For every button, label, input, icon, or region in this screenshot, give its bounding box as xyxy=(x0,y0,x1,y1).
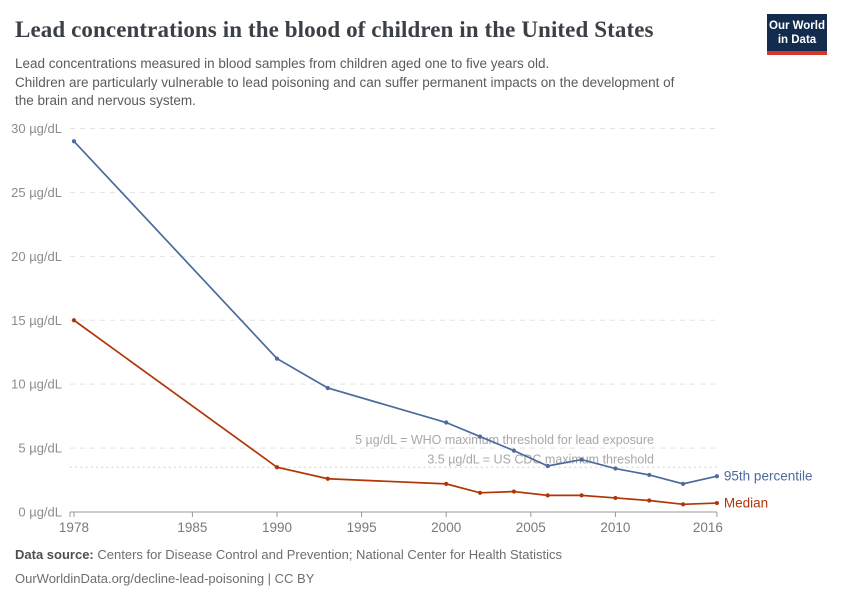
threshold-annotation: 3.5 µg/dL = US CDC maximum threshold xyxy=(427,452,654,466)
data-point[interactable] xyxy=(325,385,330,391)
data-point[interactable] xyxy=(71,318,77,323)
x-axis-label: 2000 xyxy=(431,520,461,535)
series-line[interactable] xyxy=(73,140,718,485)
data-source-line: Data source: Centers for Disease Control… xyxy=(15,543,562,567)
data-point[interactable] xyxy=(647,472,652,478)
x-axis-label: 2010 xyxy=(600,520,630,535)
data-point[interactable] xyxy=(545,493,550,498)
x-axis-label: 1978 xyxy=(59,520,89,535)
data-point[interactable] xyxy=(714,474,720,479)
data-point[interactable] xyxy=(647,498,652,503)
x-axis-label: 1995 xyxy=(347,520,377,535)
data-source-label: Data source: xyxy=(15,547,94,562)
line-chart[interactable]: 0 µg/dL 5 µg/dL 10 µg/dL 15 µg/dL 20 µg/dL 25… xyxy=(0,105,850,543)
data-point[interactable] xyxy=(613,495,618,501)
data-source-text: Centers for Disease Control and Preventi… xyxy=(97,547,562,562)
data-point[interactable] xyxy=(680,481,686,486)
logo-line-1: Our World xyxy=(769,20,826,32)
data-point[interactable] xyxy=(680,502,686,507)
x-axis-label: 1990 xyxy=(262,520,292,535)
y-axis-label: 0 µg/dL xyxy=(18,505,62,520)
footer-link[interactable]: OurWorldinData.org/decline-lead-poisonin… xyxy=(15,571,315,586)
subtitle-line: Children are particularly vulnerable to … xyxy=(15,74,675,90)
data-point[interactable] xyxy=(274,356,280,361)
chart-subtitle: Lead concentrations measured in blood sa… xyxy=(15,55,750,111)
y-axis-label: 5 µg/dL xyxy=(18,441,62,456)
owid-logo[interactable]: Our World in Data xyxy=(767,14,827,55)
data-point[interactable] xyxy=(714,500,720,506)
data-point[interactable] xyxy=(477,490,483,495)
data-point[interactable] xyxy=(545,463,550,469)
data-point[interactable] xyxy=(579,457,584,462)
x-axis-label: 2005 xyxy=(516,520,546,535)
data-point[interactable] xyxy=(477,434,483,439)
data-point[interactable] xyxy=(71,139,77,144)
subtitle-line: the brain and nervous system. xyxy=(15,93,196,108)
chart-title: Lead concentrations in the blood of chil… xyxy=(15,17,654,42)
data-point[interactable] xyxy=(274,465,280,470)
y-axis-label: 10 µg/dL xyxy=(11,377,62,392)
logo-line-2: in Data xyxy=(777,34,817,46)
data-point[interactable] xyxy=(613,466,618,471)
chart-footer: Data source: Centers for Disease Control… xyxy=(15,543,562,591)
series-label[interactable]: Median xyxy=(724,496,768,511)
threshold-annotation: 5 µg/dL = WHO maximum threshold for lead… xyxy=(355,433,654,447)
y-axis-label: 15 µg/dL xyxy=(11,313,62,328)
y-axis-label: 30 µg/dL xyxy=(11,121,62,136)
x-axis-label: 2016 xyxy=(693,520,723,535)
series-label[interactable]: 95th percentile xyxy=(724,469,813,484)
series-line[interactable] xyxy=(73,319,717,506)
data-point[interactable] xyxy=(325,476,330,481)
data-point[interactable] xyxy=(511,448,516,453)
data-point[interactable] xyxy=(579,493,584,498)
data-point[interactable] xyxy=(444,481,449,486)
subtitle-line: Lead concentrations measured in blood sa… xyxy=(15,56,550,71)
x-axis-label: 1985 xyxy=(177,520,207,535)
data-point[interactable] xyxy=(511,489,516,494)
y-axis-label: 20 µg/dL xyxy=(11,249,62,264)
y-axis-label: 25 µg/dL xyxy=(11,185,62,200)
data-point[interactable] xyxy=(444,420,449,425)
